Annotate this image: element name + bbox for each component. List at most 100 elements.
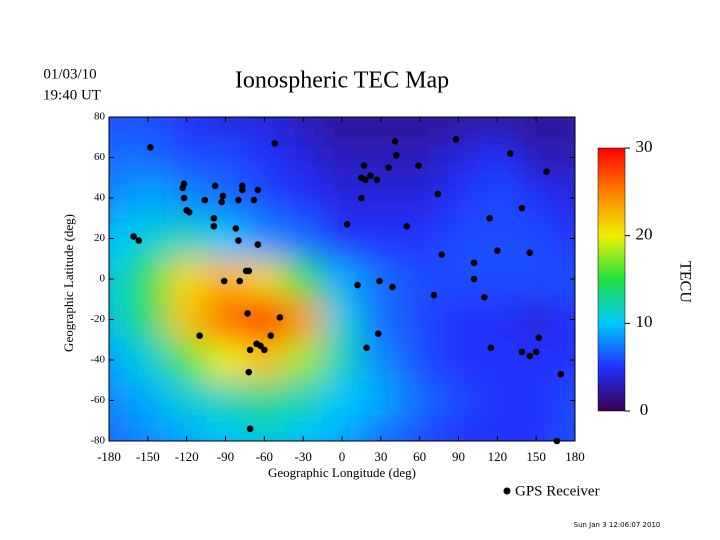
heat-cell bbox=[439, 117, 479, 139]
heat-cell bbox=[109, 218, 130, 260]
gps-receiver bbox=[362, 176, 369, 184]
gps-receiver bbox=[415, 162, 422, 169]
heat-cell bbox=[109, 339, 130, 382]
heat-cell bbox=[361, 380, 402, 422]
gps-receiver bbox=[518, 204, 526, 212]
heat-cell bbox=[244, 177, 285, 220]
y-tick-label: -20 bbox=[90, 313, 105, 325]
gps-receiver bbox=[218, 198, 225, 206]
y-tick-label: -40 bbox=[90, 354, 105, 366]
heat-cell bbox=[439, 177, 479, 220]
gps-receiver bbox=[236, 277, 244, 285]
heat-cell bbox=[283, 420, 324, 441]
y-tick-label: 0 bbox=[100, 273, 106, 285]
heat-cell bbox=[439, 339, 479, 382]
heat-cell bbox=[244, 380, 285, 422]
gps-receiver bbox=[438, 251, 445, 258]
heat-cell bbox=[109, 177, 130, 220]
x-tick-label: 120 bbox=[488, 449, 508, 464]
date: 01/03/10 bbox=[43, 66, 96, 82]
gps-receiver bbox=[254, 241, 262, 248]
heat-cell bbox=[206, 117, 246, 139]
x-tick-label: -90 bbox=[217, 449, 234, 464]
gps-receiver bbox=[235, 237, 242, 244]
heat-cell bbox=[477, 177, 518, 220]
heat-cell bbox=[128, 117, 169, 139]
gps-receiver bbox=[373, 176, 381, 184]
gps-receiver bbox=[481, 293, 488, 301]
heat-cell bbox=[439, 218, 479, 260]
heat-cell bbox=[439, 380, 479, 422]
gps-receiver bbox=[147, 144, 154, 151]
x-tick-label: 150 bbox=[526, 449, 546, 464]
x-tick-label: -150 bbox=[136, 449, 160, 464]
heat-cell bbox=[555, 137, 575, 179]
gps-receiver bbox=[201, 196, 209, 204]
x-axis-label: Geographic Longitude (deg) bbox=[268, 465, 416, 480]
heat-cell bbox=[477, 299, 518, 341]
heat-cell bbox=[283, 258, 324, 301]
legend-label: GPS Receiver bbox=[515, 483, 600, 499]
chart-title: Ionospheric TEC Map bbox=[235, 68, 449, 94]
y-axis-label: Geographic Latitude (deg) bbox=[61, 214, 76, 352]
gps-receiver bbox=[354, 281, 361, 289]
heat-cell bbox=[555, 218, 575, 260]
heat-cell bbox=[400, 420, 441, 441]
gps-receiver bbox=[245, 267, 253, 275]
gps-receiver bbox=[210, 223, 218, 230]
colorbar bbox=[597, 147, 626, 412]
gps-receiver bbox=[543, 168, 550, 175]
gps-receiver bbox=[526, 249, 533, 256]
colorbar-tick-label: 20 bbox=[636, 225, 653, 244]
footer: Sun Jan 3 12:06:07 2010 bbox=[574, 521, 661, 529]
gps-receiver bbox=[385, 164, 392, 171]
x-tick-label: -120 bbox=[175, 449, 199, 464]
heat-cell bbox=[322, 258, 363, 301]
gps-receiver bbox=[358, 194, 365, 202]
y-tick-label: -60 bbox=[90, 394, 105, 406]
y-tick-label: 40 bbox=[94, 192, 106, 204]
gps-receiver bbox=[271, 140, 278, 147]
heat-cell bbox=[128, 299, 169, 341]
heat-cell bbox=[128, 177, 169, 220]
heat-cell bbox=[206, 380, 246, 422]
gps-receiver bbox=[254, 186, 262, 194]
heat-cell bbox=[361, 177, 402, 220]
gps-receiver bbox=[253, 340, 260, 348]
heat-cell bbox=[477, 117, 518, 139]
heat-cell bbox=[109, 380, 130, 422]
gps-receiver bbox=[487, 344, 495, 352]
heat-cell bbox=[516, 177, 557, 220]
heat-cell bbox=[167, 420, 208, 441]
heat-cell bbox=[516, 299, 557, 341]
heat-cell bbox=[516, 420, 557, 441]
gps-receiver bbox=[363, 344, 370, 352]
heat-cell bbox=[206, 420, 246, 441]
heat-cell bbox=[400, 299, 441, 341]
heat-cell bbox=[128, 380, 169, 422]
x-tick-label: -60 bbox=[256, 449, 273, 464]
heat-cell bbox=[283, 380, 324, 422]
colorbar-label: TECU bbox=[676, 261, 693, 303]
heat-cell bbox=[516, 117, 557, 139]
heat-cell bbox=[167, 380, 208, 422]
heat-cell bbox=[244, 258, 285, 301]
gps-receiver bbox=[557, 370, 565, 378]
gps-receiver bbox=[179, 184, 187, 192]
heat-cell bbox=[555, 299, 575, 341]
heat-cell bbox=[322, 420, 363, 441]
gps-receiver bbox=[244, 310, 251, 317]
heat-cell bbox=[109, 420, 130, 441]
gps-receiver bbox=[518, 348, 526, 356]
gps-receiver bbox=[452, 135, 460, 143]
gps-receiver bbox=[276, 314, 284, 321]
gps-receiver bbox=[389, 283, 396, 291]
heat-cell bbox=[555, 380, 575, 422]
receivers bbox=[130, 135, 565, 445]
gps-receiver bbox=[486, 214, 493, 222]
heat-cell bbox=[322, 177, 363, 220]
gps-receiver bbox=[506, 150, 514, 157]
x-tick-label: 60 bbox=[413, 449, 426, 464]
heat-cell bbox=[322, 299, 363, 341]
